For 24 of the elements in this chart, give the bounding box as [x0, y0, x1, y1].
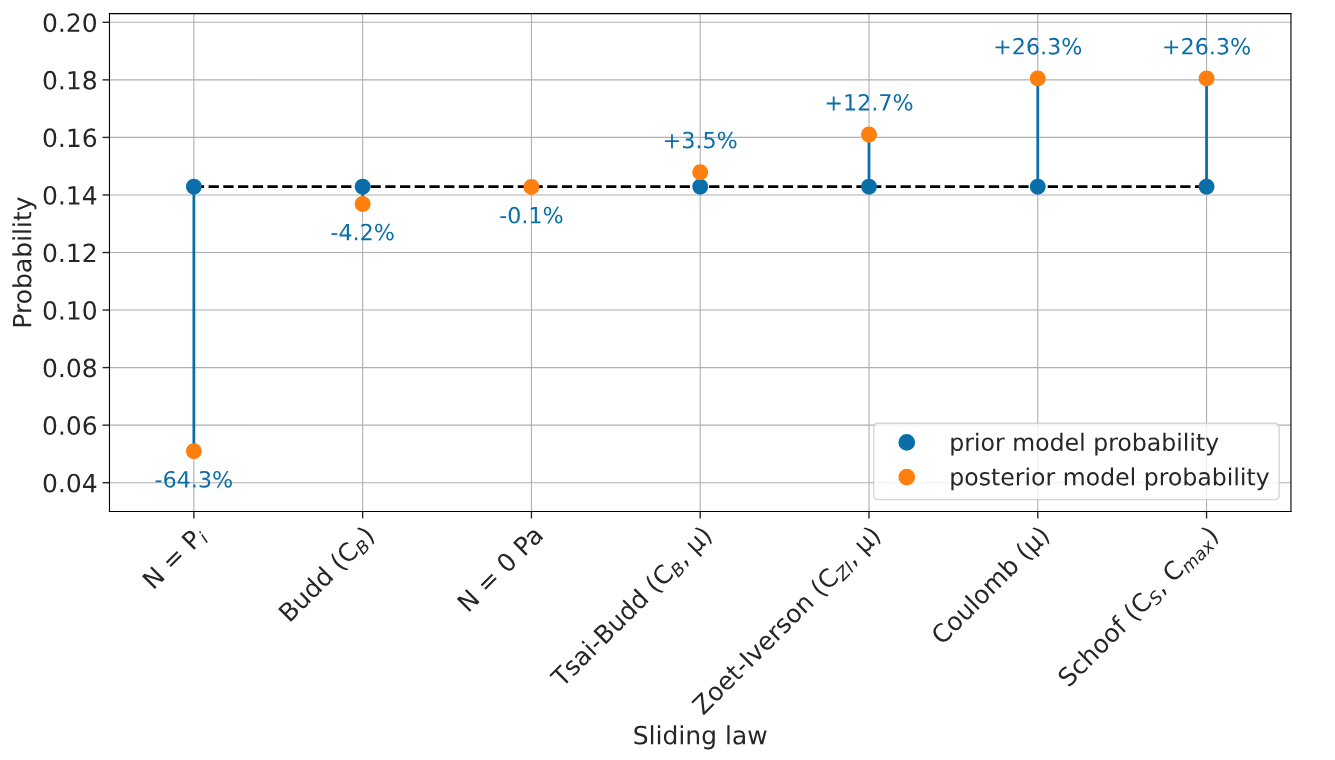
y-tick-label: 0.04 [43, 473, 97, 493]
y-tick-label: 0.08 [43, 358, 96, 378]
x-tick-label: Schoof (C$_{S}$, C$_{max}$) [1056, 524, 1222, 691]
y-tick-label: 0.12 [43, 243, 96, 263]
annotation: -64.3% [155, 470, 232, 488]
annotation: +26.3% [1164, 37, 1250, 55]
x-tick-label: Budd (C$_{B}$) [277, 524, 378, 625]
annotation: +26.3% [995, 37, 1082, 55]
annotation: -0.1% [500, 206, 563, 224]
y-tick-label: 0.18 [43, 70, 96, 90]
y-tick-label: 0.20 [43, 13, 96, 33]
annotation: -4.2% [331, 223, 394, 241]
annotation: +3.5% [665, 131, 737, 149]
x-tick-label: N = 0 Pa [456, 525, 544, 613]
y-axis-title: Probability [12, 197, 37, 327]
y-tick-label: 0.14 [43, 185, 97, 205]
y-tick-label: 0.16 [43, 128, 97, 148]
y-tick-label: 0.10 [43, 301, 96, 320]
y-tick-label: 0.06 [43, 416, 97, 436]
legend-label: posterior model probability [951, 467, 1269, 491]
annotation: +12.7% [826, 93, 913, 111]
x-axis-title: Sliding law [634, 725, 767, 750]
x-tick-label: N = P$_{i}$ [142, 524, 210, 592]
legend-label: prior model probability [951, 432, 1219, 456]
